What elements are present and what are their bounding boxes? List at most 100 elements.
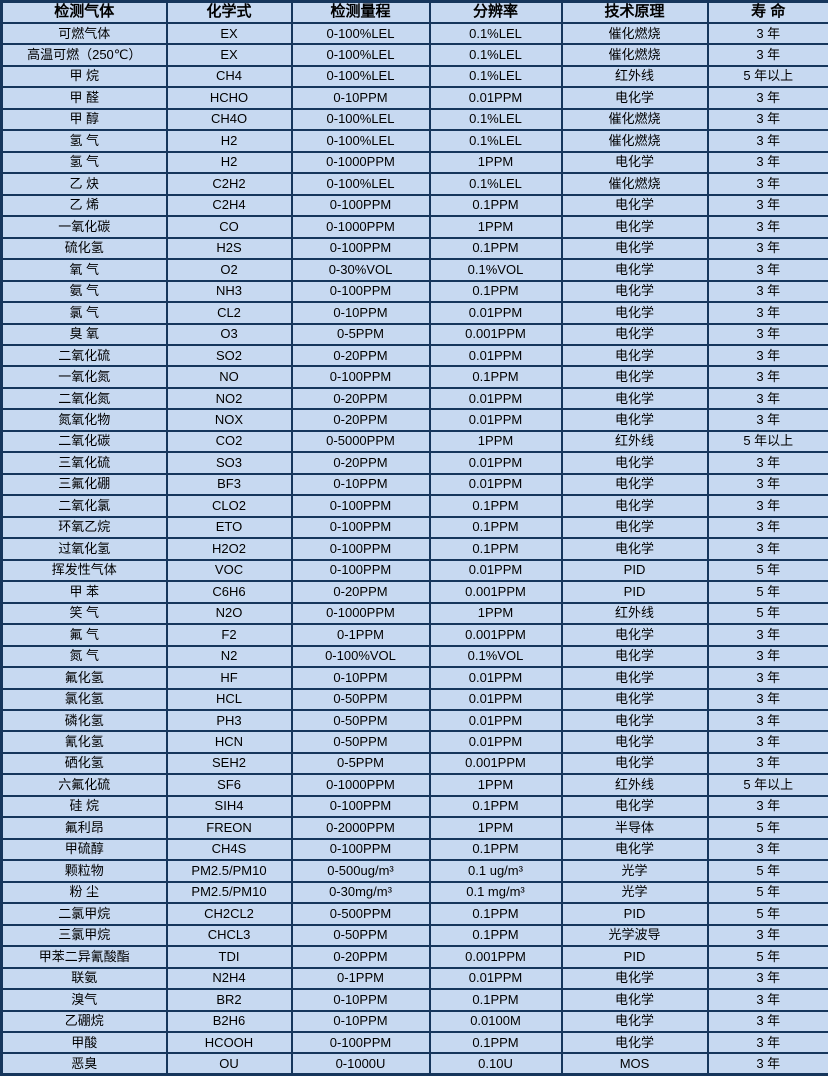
- resolution-cell: 0.1PPM: [430, 281, 562, 302]
- resolution-cell: 0.001PPM: [430, 624, 562, 645]
- chemical-formula-cell: C2H4: [167, 195, 292, 216]
- technology-principle-cell: PID: [562, 946, 708, 967]
- lifespan-cell: 3 年: [708, 710, 828, 731]
- chemical-formula-cell: O2: [167, 259, 292, 280]
- technology-principle-cell: 电化学: [562, 366, 708, 387]
- lifespan-cell: 3 年: [708, 152, 828, 173]
- resolution-cell: 0.01PPM: [430, 388, 562, 409]
- technology-principle-cell: 电化学: [562, 538, 708, 559]
- chemical-formula-cell: HF: [167, 667, 292, 688]
- chemical-formula-cell: C2H2: [167, 173, 292, 194]
- detection-range-cell: 0-500ug/m³: [292, 860, 430, 881]
- chemical-formula-cell: EX: [167, 44, 292, 65]
- gas-name-cell: 过氧化氢: [2, 538, 167, 559]
- gas-name-cell: 一氧化氮: [2, 366, 167, 387]
- gas-name-cell: 臭 氧: [2, 324, 167, 345]
- resolution-cell: 0.001PPM: [430, 324, 562, 345]
- chemical-formula-cell: SEH2: [167, 753, 292, 774]
- lifespan-cell: 3 年: [708, 44, 828, 65]
- detection-range-cell: 0-30mg/m³: [292, 882, 430, 903]
- chemical-formula-cell: EX: [167, 23, 292, 44]
- chemical-formula-cell: PM2.5/PM10: [167, 882, 292, 903]
- gas-name-cell: 硒化氢: [2, 753, 167, 774]
- detection-range-cell: 0-500PPM: [292, 903, 430, 924]
- gas-name-cell: 高温可燃（250℃）: [2, 44, 167, 65]
- resolution-cell: 0.1%VOL: [430, 259, 562, 280]
- resolution-cell: 0.1PPM: [430, 538, 562, 559]
- detection-range-cell: 0-100PPM: [292, 238, 430, 259]
- detection-range-cell: 0-100PPM: [292, 796, 430, 817]
- gas-name-cell: 二氧化碳: [2, 431, 167, 452]
- gas-name-cell: 可燃气体: [2, 23, 167, 44]
- gas-name-cell: 甲 烷: [2, 66, 167, 87]
- detection-range-cell: 0-1000PPM: [292, 603, 430, 624]
- gas-name-cell: 三氟化硼: [2, 474, 167, 495]
- detection-range-cell: 0-100%VOL: [292, 646, 430, 667]
- gas-name-cell: 硅 烷: [2, 796, 167, 817]
- resolution-cell: 0.10U: [430, 1053, 562, 1074]
- lifespan-cell: 5 年以上: [708, 774, 828, 795]
- resolution-cell: 0.001PPM: [430, 753, 562, 774]
- technology-principle-cell: 半导体: [562, 817, 708, 838]
- gas-name-cell: 六氟化硫: [2, 774, 167, 795]
- detection-range-cell: 0-20PPM: [292, 581, 430, 602]
- resolution-cell: 0.01PPM: [430, 560, 562, 581]
- resolution-cell: 0.1PPM: [430, 925, 562, 946]
- detection-range-cell: 0-100PPM: [292, 560, 430, 581]
- detection-range-cell: 0-100%LEL: [292, 109, 430, 130]
- resolution-cell: 1PPM: [430, 774, 562, 795]
- technology-principle-cell: 电化学: [562, 281, 708, 302]
- resolution-cell: 0.1PPM: [430, 517, 562, 538]
- technology-principle-cell: 电化学: [562, 710, 708, 731]
- gas-name-cell: 甲 苯: [2, 581, 167, 602]
- technology-principle-cell: 电化学: [562, 324, 708, 345]
- detection-range-cell: 0-1PPM: [292, 624, 430, 645]
- gas-name-cell: 乙 炔: [2, 173, 167, 194]
- chemical-formula-cell: H2S: [167, 238, 292, 259]
- lifespan-cell: 3 年: [708, 1032, 828, 1053]
- detection-range-cell: 0-100PPM: [292, 517, 430, 538]
- lifespan-cell: 3 年: [708, 23, 828, 44]
- detection-range-cell: 0-100PPM: [292, 1032, 430, 1053]
- detection-range-cell: 0-10PPM: [292, 989, 430, 1010]
- technology-principle-cell: 电化学: [562, 87, 708, 108]
- detection-range-cell: 0-10PPM: [292, 667, 430, 688]
- technology-principle-cell: 电化学: [562, 1011, 708, 1032]
- chemical-formula-cell: CH4S: [167, 839, 292, 860]
- gas-name-cell: 氨 气: [2, 281, 167, 302]
- resolution-cell: 0.1%LEL: [430, 130, 562, 151]
- gas-name-cell: 乙 烯: [2, 195, 167, 216]
- chemical-formula-cell: CO2: [167, 431, 292, 452]
- resolution-cell: 1PPM: [430, 216, 562, 237]
- gas-name-cell: 甲 醇: [2, 109, 167, 130]
- resolution-cell: 0.01PPM: [430, 452, 562, 473]
- resolution-cell: 0.01PPM: [430, 302, 562, 323]
- lifespan-cell: 3 年: [708, 538, 828, 559]
- detection-range-cell: 0-2000PPM: [292, 817, 430, 838]
- lifespan-cell: 3 年: [708, 474, 828, 495]
- detection-range-cell: 0-1000PPM: [292, 774, 430, 795]
- chemical-formula-cell: NH3: [167, 281, 292, 302]
- gas-name-cell: 颗粒物: [2, 860, 167, 881]
- resolution-cell: 0.01PPM: [430, 667, 562, 688]
- lifespan-cell: 3 年: [708, 989, 828, 1010]
- chemical-formula-cell: NOX: [167, 409, 292, 430]
- technology-principle-cell: 电化学: [562, 495, 708, 516]
- detection-range-cell: 0-20PPM: [292, 946, 430, 967]
- detection-range-cell: 0-30%VOL: [292, 259, 430, 280]
- gas-name-cell: 氯 气: [2, 302, 167, 323]
